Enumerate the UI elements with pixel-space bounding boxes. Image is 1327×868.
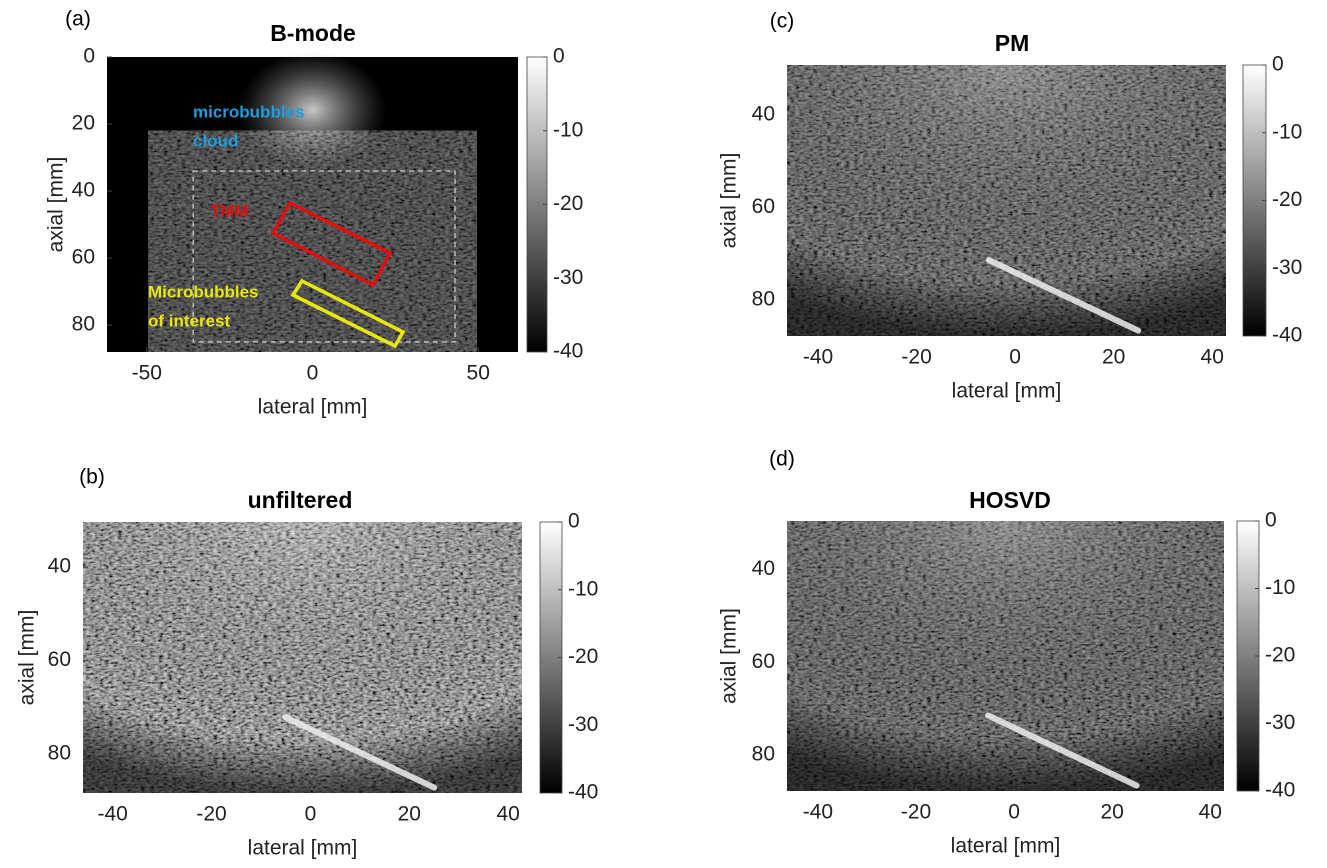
x-tick-label: -20 (901, 346, 931, 369)
y-tick-label: 40 (48, 554, 71, 577)
colorbar-tick-label: 0 (1272, 53, 1284, 76)
image-shade (83, 522, 522, 793)
y-tick-label: 60 (72, 246, 95, 269)
annotation: microbubbles (193, 102, 304, 121)
x-tick-label: 20 (398, 803, 421, 826)
panel-title: unfiltered (248, 487, 353, 513)
annotation: Microbubbles (148, 282, 259, 301)
x-tick-label: 50 (467, 362, 490, 385)
colorbar-tick-label: -40 (553, 340, 583, 363)
y-tick-label: 60 (752, 195, 775, 218)
colorbar-tick-label: -10 (1272, 120, 1302, 143)
annotation: TMM (210, 201, 249, 220)
colorbar-tick-label: -20 (1265, 644, 1295, 667)
colorbar-tick-label: -20 (553, 192, 583, 215)
colorbar-tick-label: 0 (1265, 509, 1277, 532)
panel-title: HOSVD (969, 487, 1051, 513)
y-tick-label: 40 (72, 179, 95, 202)
x-tick-label: 0 (307, 362, 319, 385)
y-axis-label: axial [mm] (718, 608, 741, 704)
y-tick-label: 20 (72, 112, 95, 135)
y-tick-label: 80 (752, 742, 775, 765)
x-axis-label: lateral [mm] (951, 835, 1061, 858)
interest-box (290, 278, 406, 349)
annotation: cloud (193, 131, 238, 150)
image-shade (787, 65, 1226, 336)
colorbar-tick-label: -10 (568, 577, 598, 600)
x-tick-label: 40 (496, 803, 519, 826)
y-tick-label: 0 (83, 45, 95, 68)
panel-label: (c) (770, 10, 795, 33)
colorbar-tick-label: -20 (568, 645, 598, 668)
x-tick-label: 40 (1201, 346, 1224, 369)
y-tick-label: 80 (72, 313, 95, 336)
image-streak (985, 257, 1142, 334)
colorbar-tick-label: -30 (568, 713, 598, 736)
x-tick-label: -40 (803, 346, 833, 369)
panel-label: (d) (769, 448, 795, 471)
image-speckle (148, 130, 477, 352)
colorbar-tick-label: 0 (568, 510, 580, 533)
x-tick-label: -20 (196, 803, 226, 826)
x-axis-label: lateral [mm] (248, 837, 358, 860)
panel-label: (b) (79, 466, 105, 489)
x-tick-label: 0 (305, 803, 317, 826)
colorbar-tick-label: -30 (1265, 711, 1295, 734)
colorbar-tick-label: -40 (1272, 324, 1302, 347)
colorbar-tick-label: -40 (568, 781, 598, 804)
x-tick-label: -20 (901, 801, 931, 824)
y-tick-label: 60 (752, 650, 775, 673)
colorbar-tick-label: -40 (1265, 779, 1295, 802)
image-shade (787, 521, 1224, 791)
image-cone (148, 130, 477, 352)
x-tick-label: -40 (803, 801, 833, 824)
x-tick-label: -50 (132, 362, 162, 385)
x-tick-label: -40 (97, 803, 127, 826)
x-axis-label: lateral [mm] (952, 380, 1062, 403)
x-axis-label: lateral [mm] (258, 396, 368, 419)
colorbar-tick-label: -20 (1272, 188, 1302, 211)
y-axis-label: axial [mm] (45, 157, 68, 253)
y-axis-label: axial [mm] (718, 153, 741, 249)
y-tick-label: 40 (752, 102, 775, 125)
x-tick-label: 40 (1199, 801, 1222, 824)
image-streak (281, 714, 438, 791)
colorbar-tick-label: -10 (1265, 576, 1295, 599)
colorbar-tick-label: 0 (553, 45, 565, 68)
y-tick-label: 40 (752, 557, 775, 580)
annotation: of interest (148, 311, 231, 330)
tmm-box (270, 200, 393, 288)
y-tick-label: 60 (48, 648, 71, 671)
roi-box (192, 170, 456, 343)
colorbar-tick-label: -30 (1272, 256, 1302, 279)
x-tick-label: 20 (1100, 801, 1123, 824)
colorbar-tick-label: -30 (553, 266, 583, 289)
panel-title: PM (995, 30, 1030, 56)
panel-title: B-mode (270, 20, 356, 46)
y-tick-label: 80 (752, 287, 775, 310)
colorbar-tick-label: -10 (553, 118, 583, 141)
x-tick-label: 0 (1008, 801, 1020, 824)
image-streak (985, 712, 1140, 789)
panel-label: (a) (65, 8, 91, 31)
x-tick-label: 0 (1009, 346, 1021, 369)
y-axis-label: axial [mm] (16, 610, 39, 706)
y-tick-label: 80 (48, 742, 71, 765)
x-tick-label: 20 (1102, 346, 1125, 369)
